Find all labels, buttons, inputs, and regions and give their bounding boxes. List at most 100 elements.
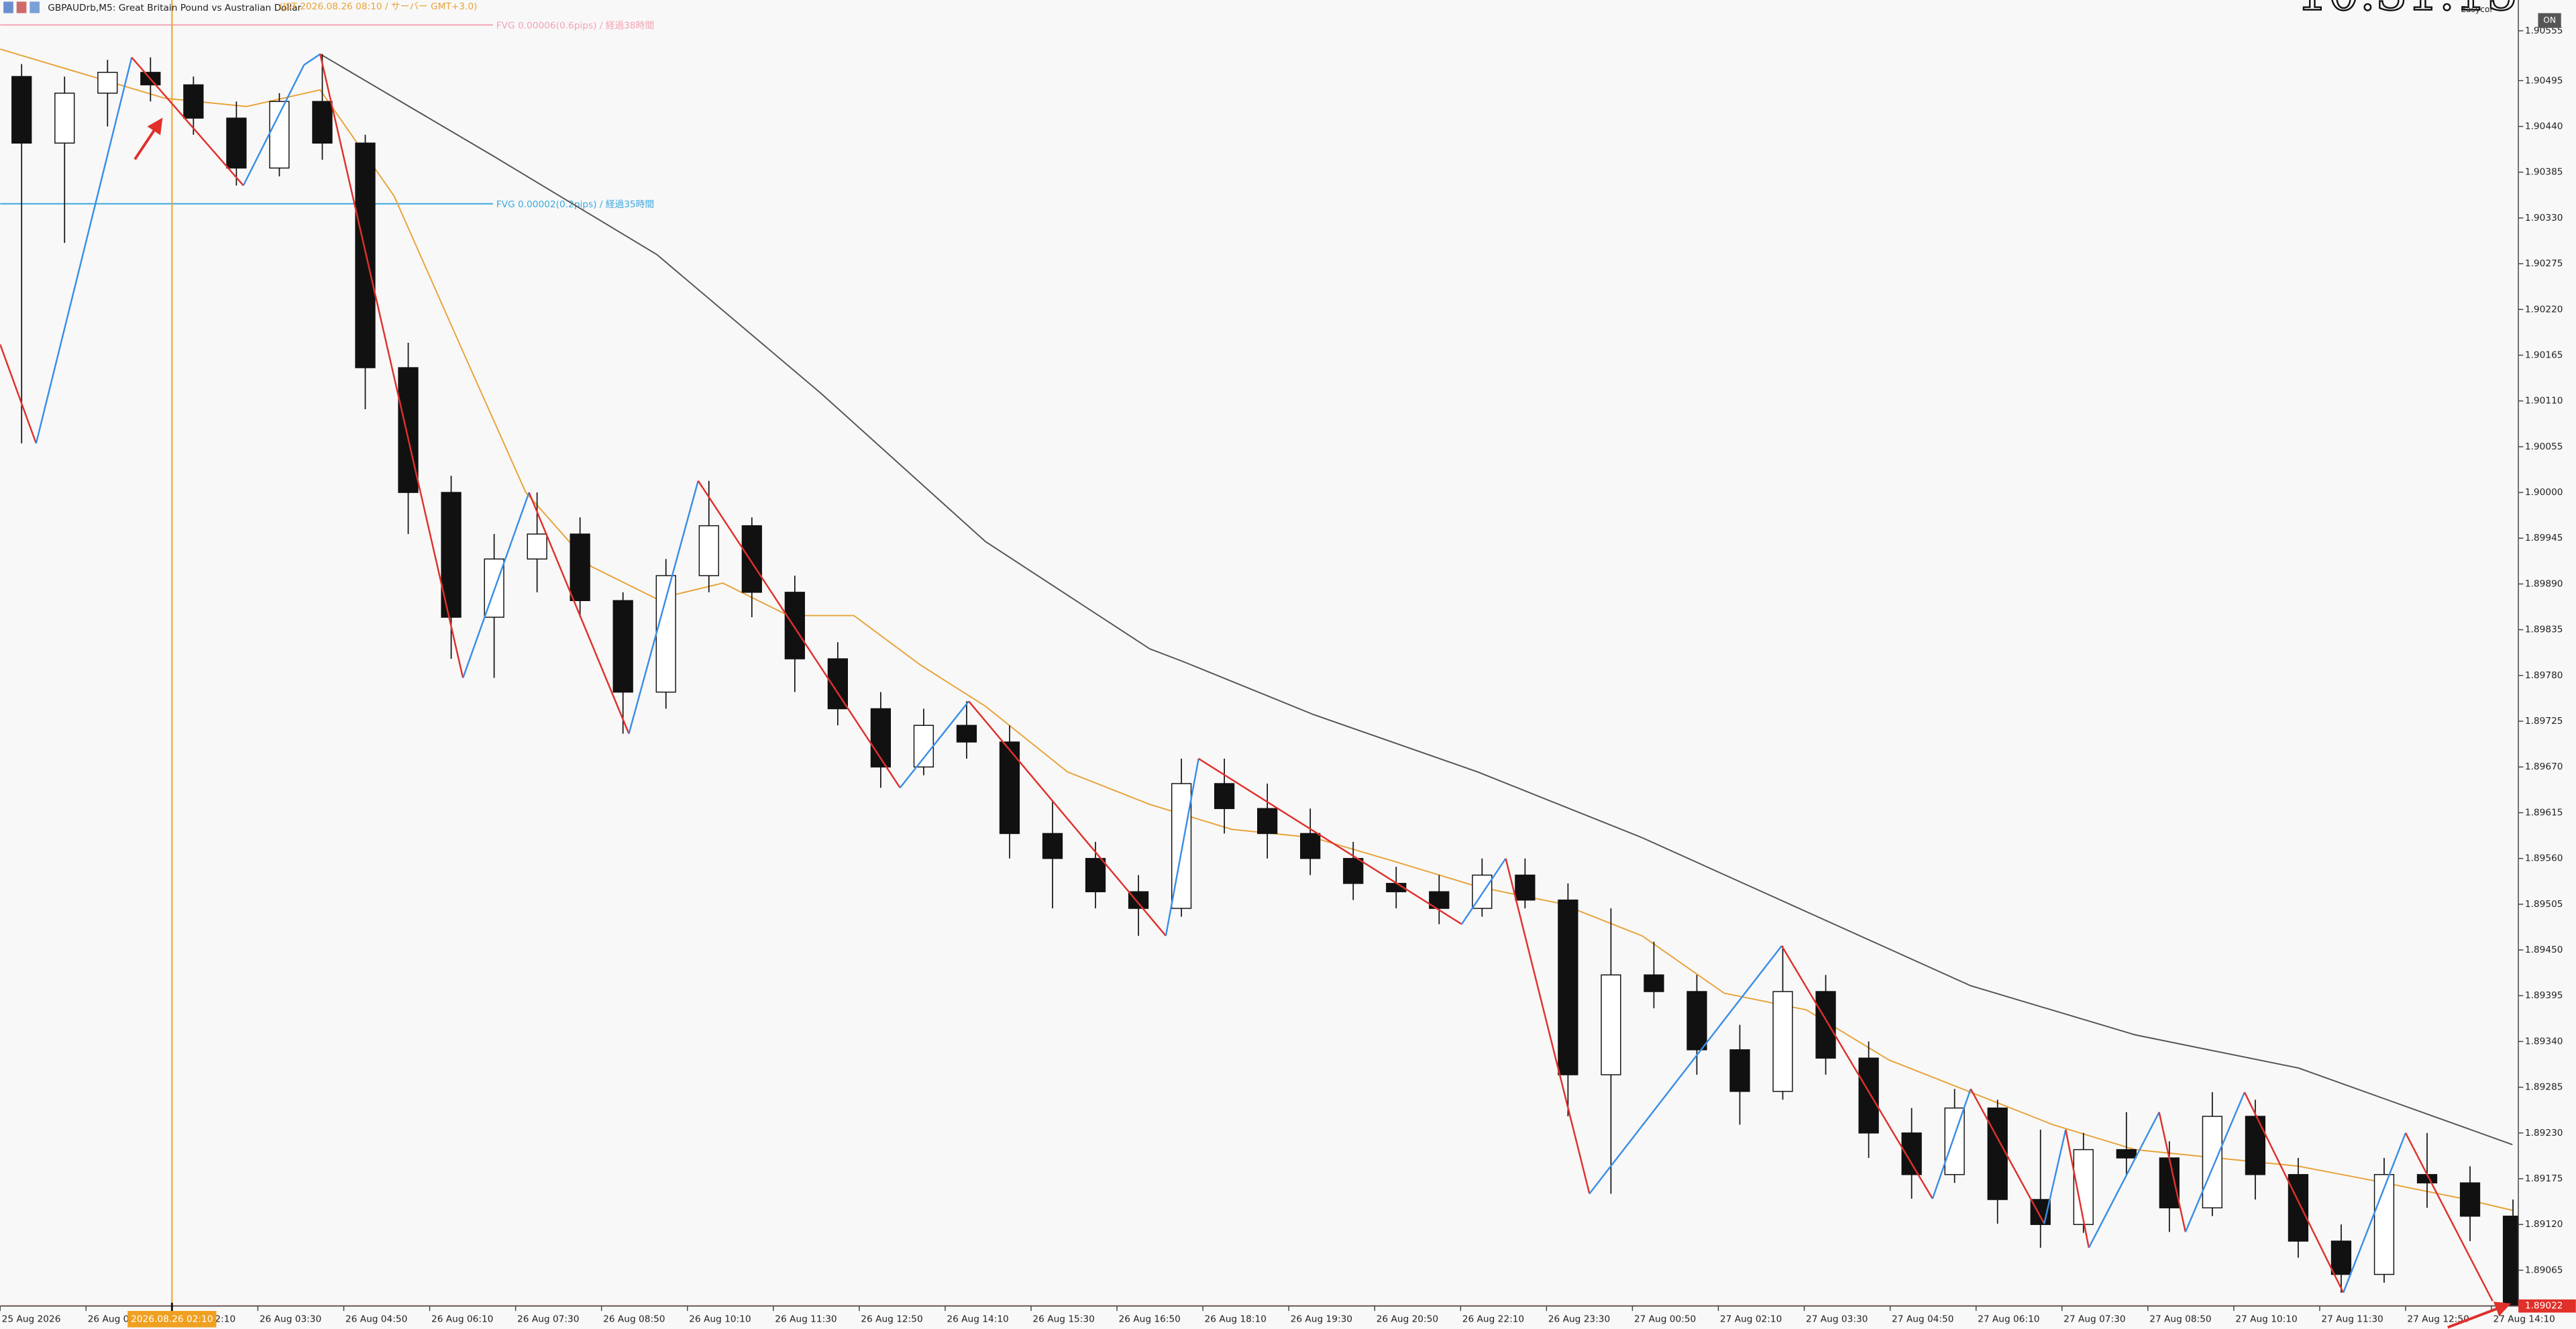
x-tick-label: 26 Aug 10:10 xyxy=(689,1314,751,1324)
x-tick-label: 26 Aug 07:30 xyxy=(517,1314,579,1324)
on-button[interactable] xyxy=(2538,13,2561,28)
candle-body xyxy=(1558,899,1578,1075)
candle-body xyxy=(97,72,118,94)
candle-body xyxy=(913,725,934,767)
zigzag-segment xyxy=(528,492,630,735)
zigzag-segment xyxy=(1460,857,1507,925)
zigzag-segment xyxy=(628,480,699,734)
x-tick-label: 27 Aug 06:10 xyxy=(1978,1314,2039,1324)
candle-body xyxy=(1858,1057,1879,1134)
zigzag-segment xyxy=(303,53,321,66)
candle-body xyxy=(999,741,1020,835)
zigzag-segment xyxy=(131,56,244,187)
y-tick-label: 1.90110 xyxy=(2525,396,2563,407)
icon xyxy=(16,1,27,13)
zigzag-segment xyxy=(2158,1112,2187,1232)
x-tick-label: 26 Aug 23:30 xyxy=(1548,1314,1610,1324)
candle-body xyxy=(1815,991,1836,1059)
y-tick-label: 1.90330 xyxy=(2525,213,2563,223)
x-tick-label: 27 Aug 08:50 xyxy=(2149,1314,2211,1324)
y-tick-label: 1.89945 xyxy=(2525,533,2563,543)
zigzag-segment xyxy=(899,700,970,788)
y-tick-label: 1.90055 xyxy=(2525,441,2563,452)
last-price-box xyxy=(2518,1299,2576,1313)
candle-body xyxy=(2116,1149,2137,1159)
x-tick-label: 27 Aug 11:30 xyxy=(2321,1314,2383,1324)
zigzag-segment xyxy=(697,480,901,788)
crosshair-box xyxy=(127,1311,217,1328)
x-tick-label: 27 Aug 14:10 xyxy=(2493,1314,2555,1324)
zigzag-segment xyxy=(2404,1132,2493,1301)
candle-body xyxy=(956,725,977,743)
y-tick-label: 1.89780 xyxy=(2525,670,2563,681)
y-tick-label: 1.89835 xyxy=(2525,625,2563,635)
x-tick-label: 26 Aug 18:10 xyxy=(1205,1314,1267,1324)
candle-body xyxy=(1042,833,1063,859)
candle-body xyxy=(870,708,892,767)
zigzag-segment xyxy=(35,57,133,444)
zigzag-segment xyxy=(319,54,464,678)
x-tick-label: 27 Aug 07:30 xyxy=(2063,1314,2125,1324)
y-tick-label: 1.89340 xyxy=(2525,1036,2563,1047)
x-tick-label: 26 Aug 14:10 xyxy=(947,1314,1008,1324)
x-tick-label: 26 Aug 16:50 xyxy=(1118,1314,1180,1324)
candle-body xyxy=(527,533,547,560)
candle-body xyxy=(1601,974,1621,1075)
y-tick-label: 1.89560 xyxy=(2525,853,2563,864)
x-tick-label: 26 Aug 06:10 xyxy=(431,1314,493,1324)
y-tick-label: 1.89395 xyxy=(2525,990,2563,1001)
zigzag-segment xyxy=(968,700,1167,937)
on-button-label[interactable]: ON xyxy=(2543,15,2556,25)
x-tick-label: 27 Aug 04:50 xyxy=(1892,1314,1953,1324)
x-tick-label: 26 Aug 03:30 xyxy=(260,1314,321,1324)
candle-body xyxy=(1772,991,1793,1092)
x-tick-label: 27 Aug 02:10 xyxy=(1720,1314,1782,1324)
x-tick-label: 26 Aug 15:30 xyxy=(1032,1314,1094,1324)
y-tick-label: 1.90220 xyxy=(2525,304,2563,315)
candle-body xyxy=(2330,1240,2352,1275)
y-tick-label: 1.89175 xyxy=(2525,1173,2563,1184)
candle-body xyxy=(1343,857,1364,884)
y-tick-label: 1.89285 xyxy=(2525,1082,2563,1093)
zigzag-segment xyxy=(1970,1088,2045,1224)
y-tick-label: 1.89450 xyxy=(2525,945,2563,955)
candle-body xyxy=(183,84,204,119)
y-tick-label: 1.90555 xyxy=(2525,25,2563,36)
icon xyxy=(30,1,40,13)
fvg-label: FVG 0.00006(0.6pips) / 経過38時間 xyxy=(496,20,654,31)
x-tick-label: 26 Aug 12:50 xyxy=(861,1314,922,1324)
candle-body xyxy=(698,525,719,576)
y-tick-label: 1.90385 xyxy=(2525,167,2563,178)
candle-body xyxy=(1257,808,1278,835)
zigzag-segment xyxy=(2184,1092,2246,1232)
zigzag-segment xyxy=(462,492,530,678)
last-price-label: 1.89022 xyxy=(2525,1301,2563,1312)
zigzag-segment xyxy=(1165,758,1199,937)
candle-body xyxy=(226,117,247,169)
candle-body xyxy=(741,525,762,593)
candle-body xyxy=(2245,1116,2266,1175)
brand: Easycor xyxy=(2461,5,2493,14)
x-tick-label: 26 Aug 08:50 xyxy=(603,1314,665,1324)
candle-body xyxy=(1472,874,1493,909)
candle-body xyxy=(54,93,75,144)
candle-body xyxy=(2459,1182,2481,1217)
candle-body xyxy=(2159,1157,2180,1209)
y-tick-label: 1.89890 xyxy=(2525,578,2563,589)
candle-body xyxy=(655,575,676,693)
axes: 1.90555 1.90495 1.90440 1.90385 1.90330 1.902… xyxy=(0,25,2563,1324)
candle-body xyxy=(1686,991,1707,1051)
clock: 10:31:15 xyxy=(2297,0,2518,22)
candle-body xyxy=(570,533,590,601)
y-tick-label: 1.89120 xyxy=(2525,1219,2563,1230)
x-tick-label: 27 Aug 00:50 xyxy=(1634,1314,1696,1324)
y-tick-label: 1.90495 xyxy=(2525,75,2563,86)
zigzag-segment xyxy=(2243,1092,2345,1293)
candle-body xyxy=(1214,783,1235,809)
y-tick-label: 1.90000 xyxy=(2525,487,2563,498)
arrow xyxy=(133,117,163,160)
x-tick-label: 27 Aug 12:50 xyxy=(2407,1314,2469,1324)
